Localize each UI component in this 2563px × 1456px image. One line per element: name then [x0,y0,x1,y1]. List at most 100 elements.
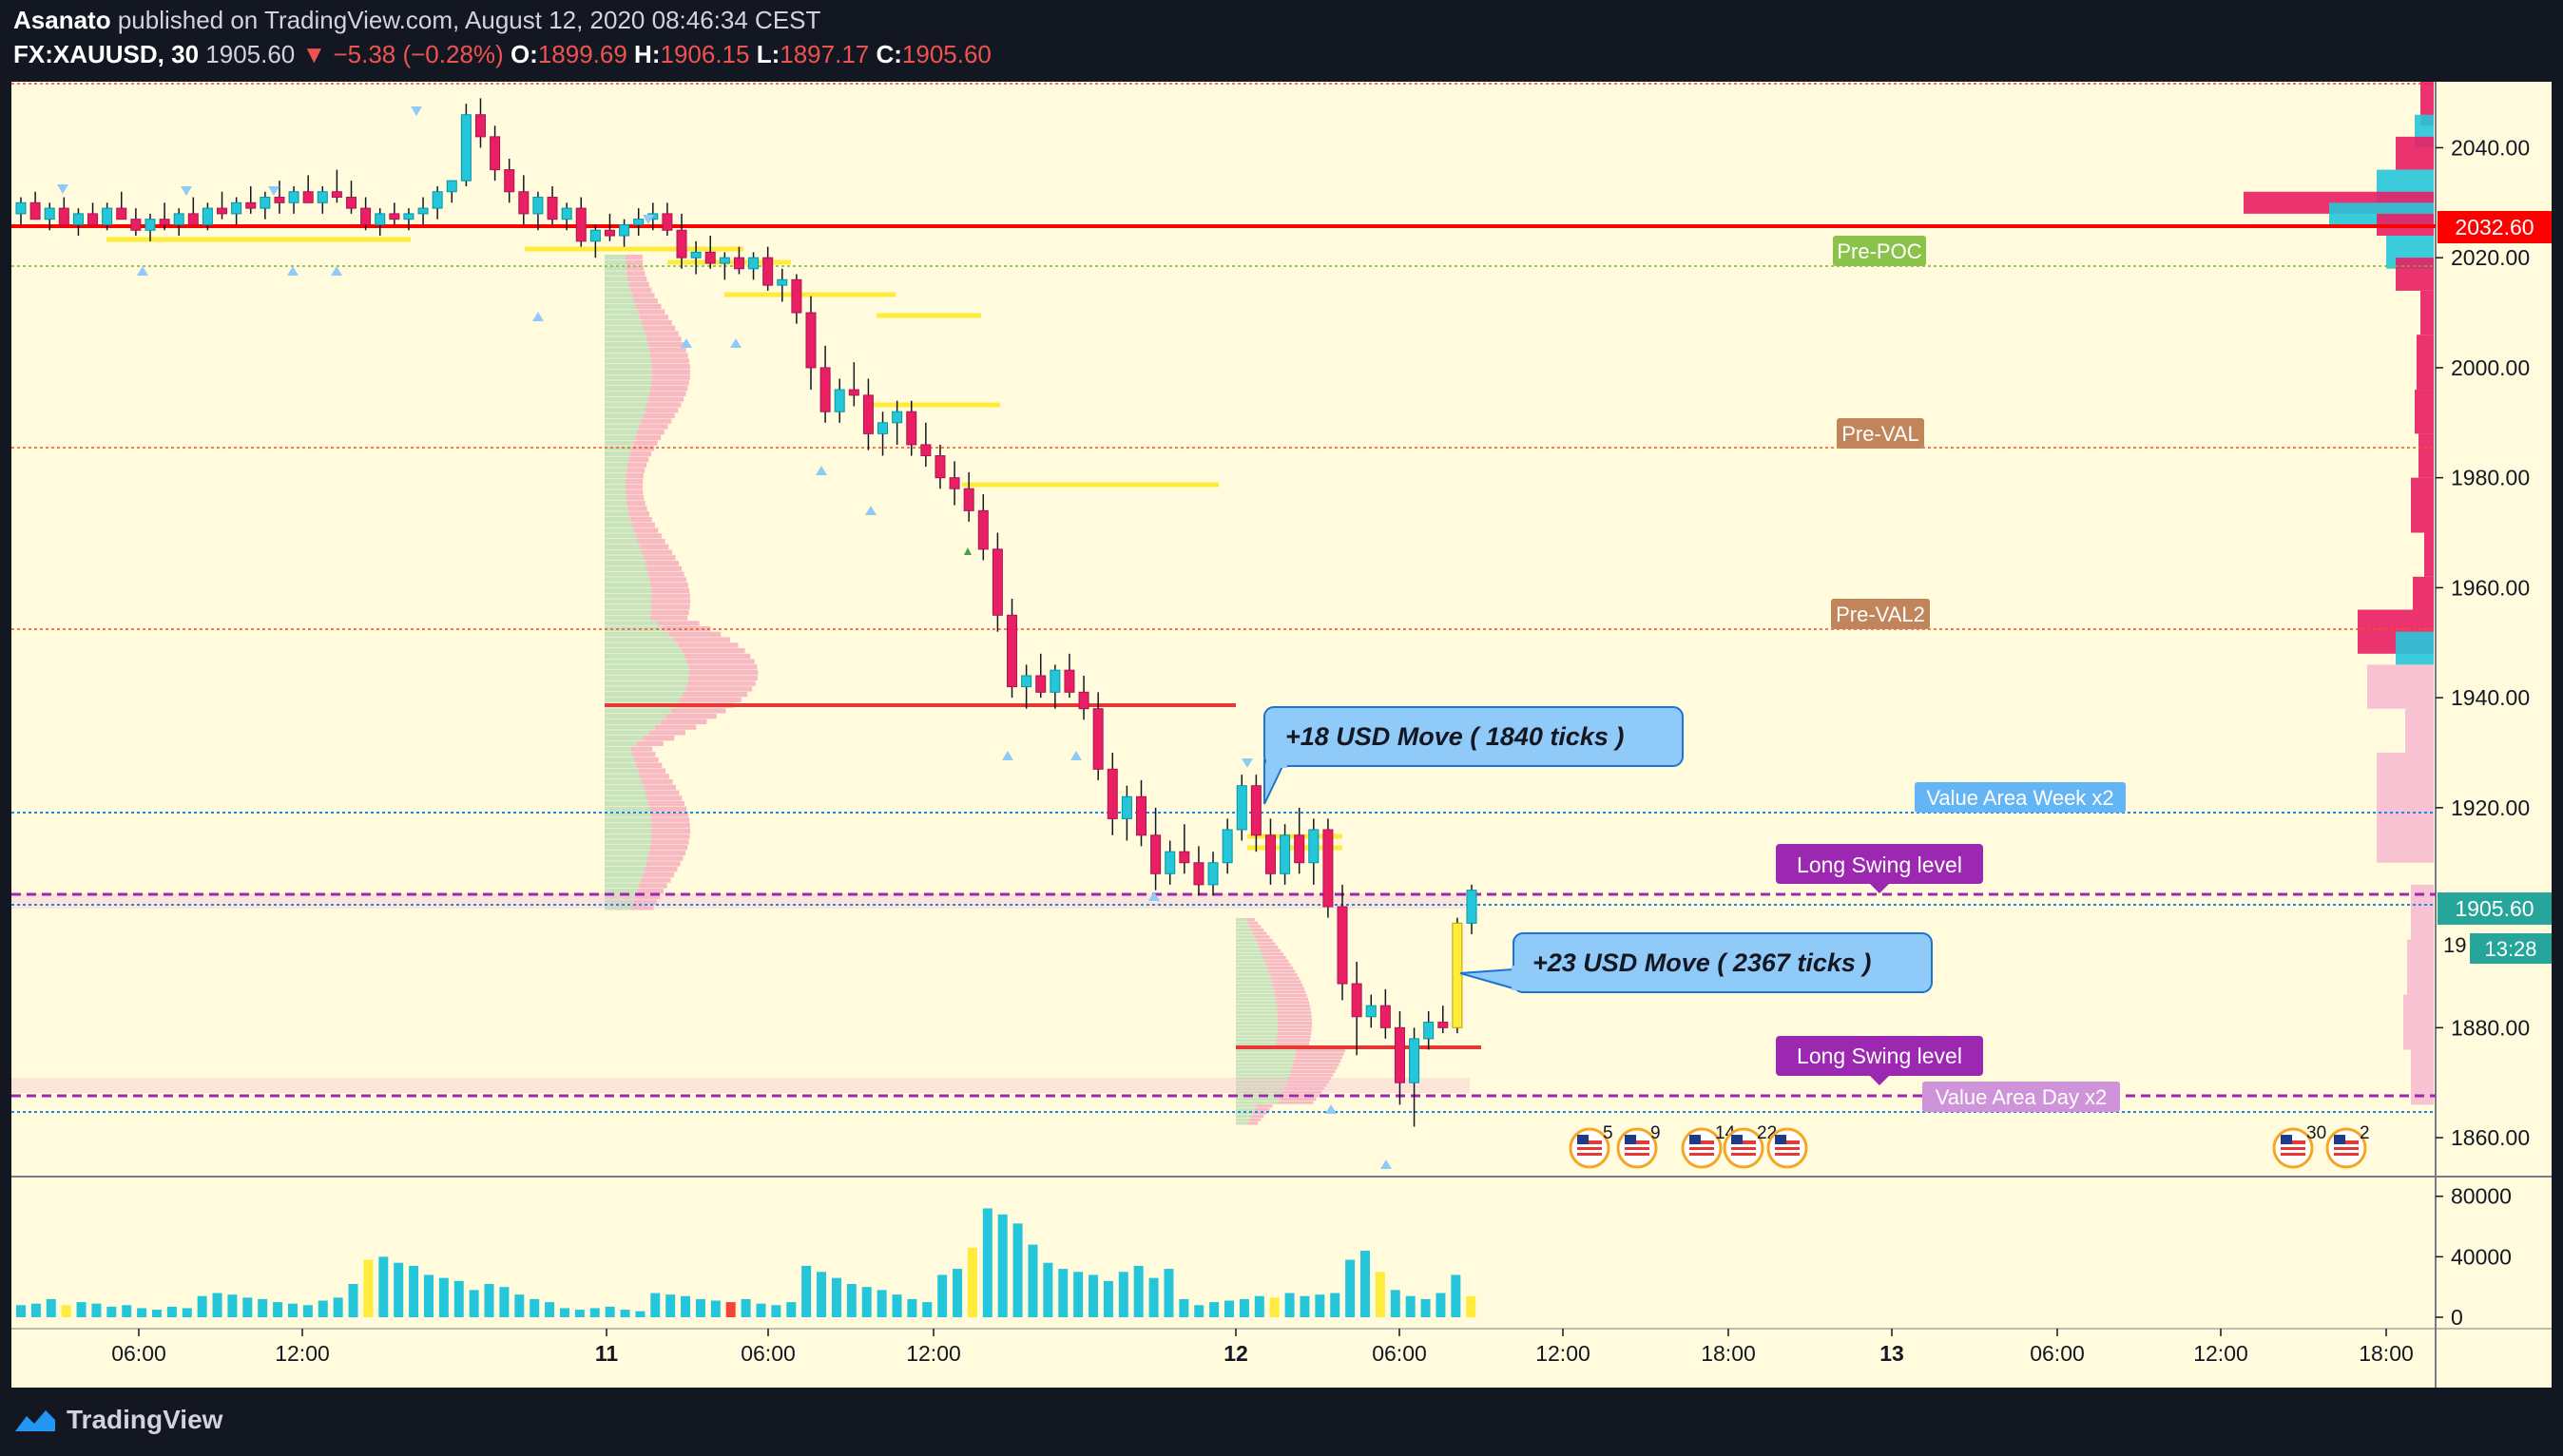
profile-row-a [605,369,652,374]
candle-body-up [1280,834,1291,874]
profile-row-a [605,736,644,741]
economic-events[interactable]: 5 9 14 22 30 2 [1569,1123,2370,1169]
long-swing-label-1[interactable]: Long Swing level [1776,844,1983,893]
candle [1035,653,1047,699]
pre-val-label[interactable]: Pre-VAL [1837,418,1924,449]
value-area-week-text: Value Area Week x2 [1926,786,2113,810]
candle [432,185,443,220]
candle-body-up [375,213,386,225]
long-swing-label-2[interactable]: Long Swing level [1776,1036,1983,1085]
profile-row-a [1236,1028,1278,1032]
candle-body-up [317,191,328,203]
callout-move-1[interactable]: +18 USD Move ( 1840 ticks ) [1263,706,1684,805]
value-area-week-label[interactable]: Value Area Week x2 [1915,782,2126,813]
profile-row-a [1236,1107,1255,1111]
profile-row-a [605,500,627,506]
profile-row-b [1259,946,1279,949]
volume-bar [30,1303,41,1317]
profile-row-b [639,424,668,430]
session-volume-profile-1 [605,255,759,910]
us-flag-event-icon[interactable]: 2 [2325,1123,2370,1169]
callout-move-2-text: +23 USD Move ( 2367 ticks ) [1532,948,1871,977]
us-flag-event-icon[interactable] [1766,1127,1808,1169]
candle-body-up [1466,890,1477,924]
candle [1250,775,1262,853]
volume-bar [846,1284,857,1317]
candle-body-down [676,229,687,259]
symbol-label[interactable]: FX:XAUUSD, 30 [13,40,200,68]
profile-row-b [644,555,676,561]
candle [963,471,974,522]
us-flag-event-icon[interactable]: 9 [1616,1123,1661,1169]
candle-body-down [819,367,831,412]
us-flag-event-icon[interactable]: 5 [1569,1123,1613,1169]
us-flag-event-icon[interactable]: 30 [2272,1123,2326,1169]
long-swing-text-1: Long Swing level [1797,853,1962,877]
chart-area[interactable]: Pre-POC Pre-VAL Pre-VAL2 Value Area Week… [11,82,2552,1388]
profile-row-b [1277,1011,1312,1015]
profile-row-b [1294,1056,1342,1060]
profile-row-a [605,817,652,823]
candle-body-up [417,207,429,215]
candle [417,197,429,225]
pre-poc-label[interactable]: Pre-POC [1833,236,1926,266]
candle-body-down [346,197,357,209]
volume-bar [982,1208,992,1317]
candle [1294,807,1305,874]
candle [1365,994,1377,1028]
value-area-day-label[interactable]: Value Area Day x2 [1922,1082,2120,1112]
time-tick-label: 11 [595,1341,619,1366]
candle-body-down [1107,768,1118,819]
volume-tick-label: 0 [2451,1305,2463,1330]
profile-row-b [648,730,685,736]
profile-row-b [650,358,689,364]
candlestick-series[interactable] [15,98,1477,1127]
profile-row-a [605,434,636,440]
candle-body-down [791,278,802,314]
profile-row-a [1236,976,1271,980]
candle [877,412,889,456]
time-tick-label: 06:00 [2030,1341,2085,1366]
time-tick-label: 12 [1224,1341,1248,1366]
volume-bar [166,1306,177,1317]
volume-bar [106,1306,117,1317]
candle-body-up [619,223,630,237]
volume-bar [409,1265,419,1317]
profile-row-a [1236,928,1252,932]
volume-bar [484,1284,494,1317]
volume-bar [605,1306,615,1317]
profile-row-a [605,320,642,326]
profile-row-a [605,478,626,484]
profile-row-b [638,768,666,774]
candle [474,98,486,148]
time-axis[interactable]: 06:00 12:00 11 06:00 12:00 12 06:00 12:00 18:00 1… [111,1329,2414,1366]
author-name[interactable]: Asanato [13,6,111,34]
profile-row-b [665,714,717,719]
profile-row-b [635,533,662,539]
candle [862,378,874,450]
volume-bar [1239,1298,1249,1317]
candle [561,202,572,231]
profile-row-b [649,577,686,583]
volume-bar [967,1247,977,1317]
volume-axis[interactable]: 80000 40000 0 [2436,1184,2512,1330]
profile-row-b [645,561,679,566]
profile-bar [2367,664,2434,709]
profile-row-a [1236,946,1260,949]
tradingview-logo[interactable]: TradingView [13,1405,222,1435]
profile-row-a [605,565,647,571]
price-axis[interactable]: 2040.00 2020.00 2000.00 1980.00 1960.00 1940.… [2436,135,2530,1150]
profile-row-a [605,456,629,462]
pre-val2-label[interactable]: Pre-VAL2 [1831,599,1930,629]
candle [173,208,184,237]
candle [1121,785,1132,841]
profile-row-b [651,604,690,610]
profile-row-b [1249,925,1262,929]
profile-row-a [1236,959,1265,963]
profile-row-b [1271,980,1301,984]
callout-move-2[interactable]: +23 USD Move ( 2367 ticks ) [1459,932,1933,993]
profile-row-b [651,364,690,370]
chart-canvas[interactable]: Pre-POC Pre-VAL Pre-VAL2 Value Area Week… [11,82,2552,1388]
volume-bar [499,1287,510,1317]
profile-row-a [605,812,651,817]
